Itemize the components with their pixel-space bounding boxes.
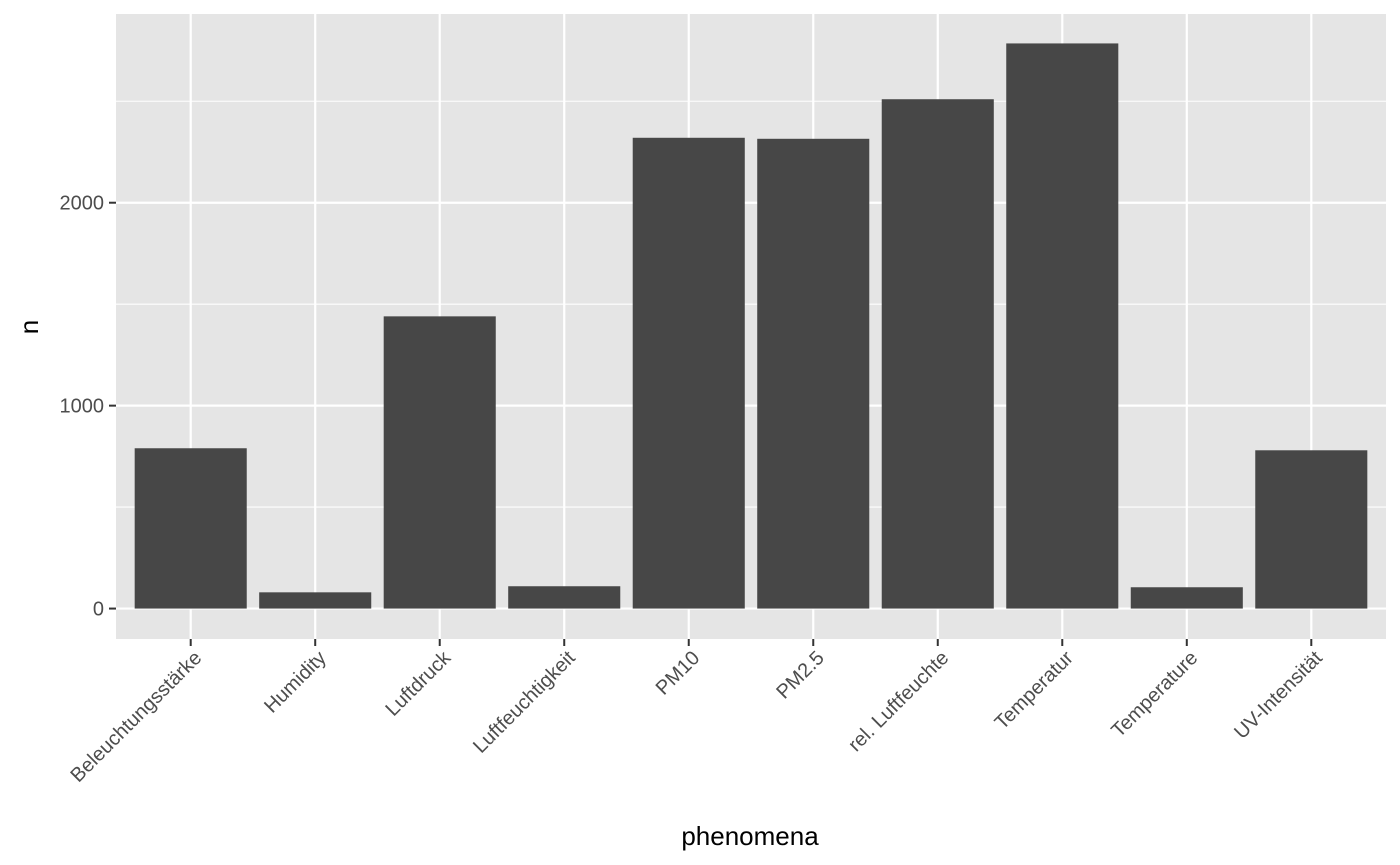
x-tick-label: rel. Luftfeuchte [844,647,953,756]
x-tick-label: Temperature [1107,647,1202,742]
y-axis-title: n [14,320,44,334]
x-tick-label: Beleuchtungsstärke [66,647,206,787]
bar-Temperature [1130,587,1243,609]
bar-Temperatur [1006,43,1119,609]
x-axis-title: phenomena [681,821,819,851]
bars [134,43,1368,609]
x-tick-label: UV-Intensität [1230,647,1327,744]
bar-rel. Luftfeuchte [881,99,994,609]
x-axis: Beleuchtungsstärke Humidity Luftdruck Luftf… [66,639,1327,787]
x-tick-label: PM10 [652,647,705,700]
y-axis: 0 1000 2000 [60,193,116,621]
bar-Humidity [259,592,372,609]
bar-Luftfeuchtigkeit [508,586,621,609]
bar-Beleuchtungsstärke [134,448,247,609]
x-tick-label: Humidity [260,647,331,718]
bar-UV-Intensität [1255,450,1368,609]
y-tick-label: 1000 [60,396,105,418]
bar-Luftdruck [383,316,496,609]
y-tick-label: 0 [93,599,104,621]
x-tick-label: Luftfeuchtigkeit [469,647,580,758]
plot-panel [116,14,1386,639]
x-tick-label: Luftdruck [382,646,456,720]
x-tick-label: Temperatur [991,647,1078,734]
bar-PM2.5 [757,138,870,609]
y-tick-label: 2000 [60,193,105,215]
bar-PM10 [632,137,745,609]
minor-gridlines [116,100,1386,508]
x-tick-label: PM2.5 [772,647,828,703]
